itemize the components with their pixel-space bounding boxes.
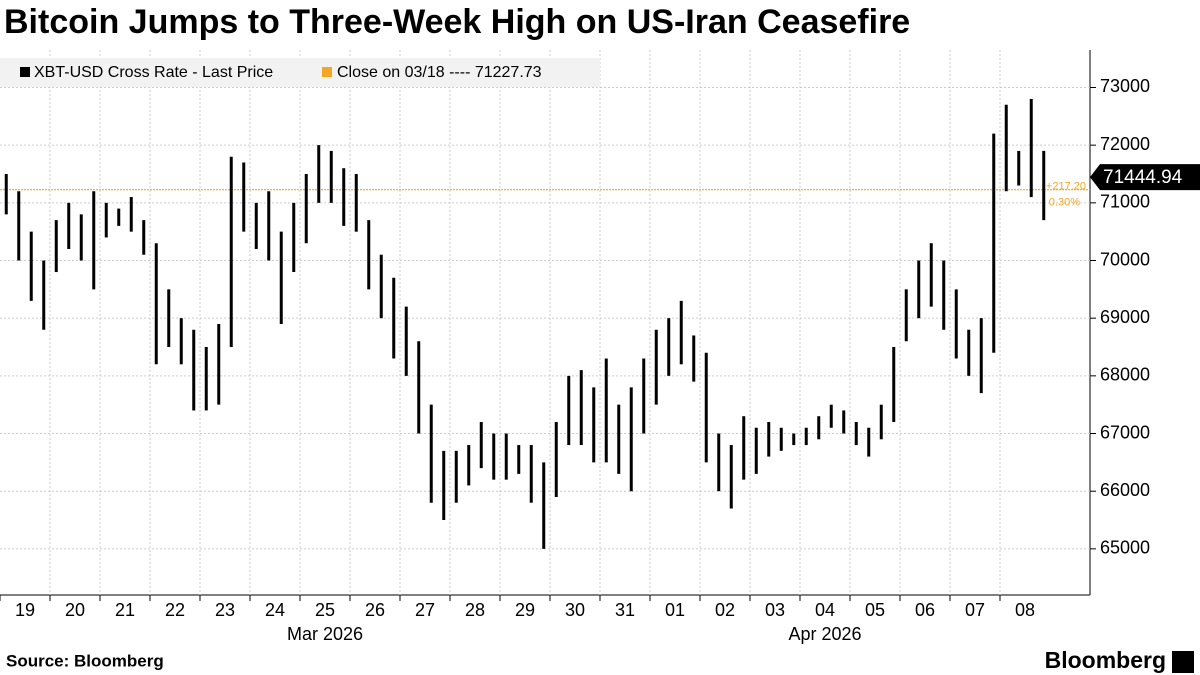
x-tick-label: 28 <box>465 600 485 620</box>
last-value-tag <box>1090 164 1200 191</box>
legend-swatch <box>322 67 332 77</box>
x-tick-label: 30 <box>565 600 585 620</box>
change-label: +217.20 <box>1046 181 1086 193</box>
y-tick-label: 73000 <box>1100 76 1150 96</box>
y-tick-label: 67000 <box>1100 422 1150 442</box>
chart-title: Bitcoin Jumps to Three-Week High on US-I… <box>4 3 910 41</box>
y-tick-label: 68000 <box>1100 365 1150 385</box>
x-tick-label: 19 <box>15 600 35 620</box>
legend-swatch <box>20 67 30 77</box>
x-tick-label: 06 <box>915 600 935 620</box>
x-tick-label: 22 <box>165 600 185 620</box>
x-group-label: Mar 2026 <box>287 624 363 644</box>
y-tick-label: 71000 <box>1100 192 1150 212</box>
y-tick-label: 66000 <box>1100 480 1150 500</box>
y-tick-label: 65000 <box>1100 538 1150 558</box>
x-tick-label: 26 <box>365 600 385 620</box>
y-tick-label: 69000 <box>1100 307 1150 327</box>
source: Source: Bloomberg <box>6 651 164 670</box>
x-tick-label: 01 <box>665 600 685 620</box>
x-tick-label: 05 <box>865 600 885 620</box>
x-tick-label: 31 <box>615 600 635 620</box>
legend-label: Close on 03/18 ---- 71227.73 <box>337 64 542 81</box>
x-tick-label: 07 <box>965 600 985 620</box>
last-value-label: 71444.94 <box>1103 167 1183 188</box>
change-pct-label: 0.30% <box>1049 197 1080 209</box>
brand: Bloomberg <box>1045 647 1166 673</box>
x-tick-label: 20 <box>65 600 85 620</box>
x-tick-label: 03 <box>765 600 785 620</box>
x-tick-label: 02 <box>715 600 735 620</box>
x-tick-label: 25 <box>315 600 335 620</box>
x-tick-label: 23 <box>215 600 235 620</box>
y-tick-label: 72000 <box>1100 134 1150 154</box>
legend-label: XBT-USD Cross Rate - Last Price <box>34 64 273 81</box>
y-tick-label: 70000 <box>1100 249 1150 269</box>
brand-icon <box>1172 651 1194 673</box>
x-tick-label: 04 <box>815 600 835 620</box>
legend-box <box>0 58 600 87</box>
x-group-label: Apr 2026 <box>788 624 861 644</box>
x-tick-label: 21 <box>115 600 135 620</box>
x-tick-label: 29 <box>515 600 535 620</box>
x-tick-label: 24 <box>265 600 285 620</box>
x-tick-label: 08 <box>1015 600 1035 620</box>
x-tick-label: 27 <box>415 600 435 620</box>
